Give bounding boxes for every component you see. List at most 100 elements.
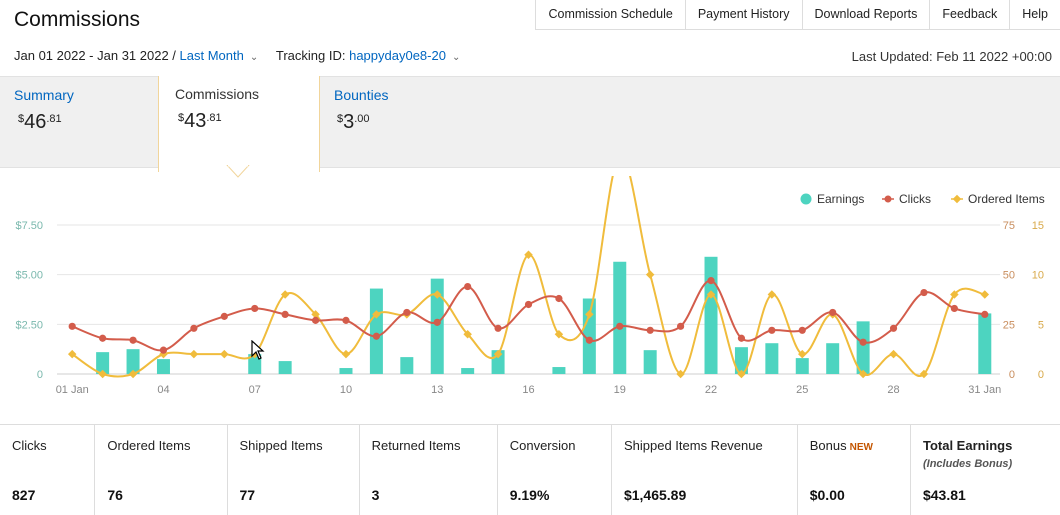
ordered-items-point [128, 369, 138, 379]
x-tick-label: 25 [796, 384, 808, 396]
x-tick-label: 19 [614, 384, 626, 396]
stat-value: $1,465.89 [623, 487, 687, 503]
feedback-link[interactable]: Feedback [930, 0, 1011, 29]
y-right-ordered-tick-label: 0 [1038, 369, 1044, 381]
clicks-point [707, 277, 715, 285]
clicks-point [372, 332, 381, 340]
stat-label: Clicks [12, 438, 47, 453]
date-preset-dropdown[interactable]: Last Month [179, 48, 244, 63]
clicks-point [129, 336, 137, 344]
tracking-id-dropdown[interactable]: happyday0e8-20 [349, 48, 446, 63]
y-right-clicks-tick-label: 0 [1009, 369, 1015, 381]
chevron-down-icon[interactable]: ⌄ [451, 52, 461, 63]
legend-marker [884, 195, 892, 203]
ordered-items-point [432, 290, 442, 299]
clicks-point [311, 316, 320, 324]
ordered-items-point [798, 349, 807, 359]
y-left-tick-label: $2.50 [15, 319, 43, 331]
tab-commissions-value: $43.81 [178, 110, 222, 132]
earnings-bar [126, 349, 140, 374]
ordered-items-point [493, 349, 503, 359]
clicks-point [981, 310, 989, 318]
y-right-ordered-tick-label: 5 [1038, 319, 1044, 331]
stat-bonus: Bonus NEW $0.00 [798, 425, 911, 515]
ordered-items-point [919, 369, 929, 379]
stat-total-earnings: Total Earnings (Includes Bonus) $43.81 [911, 425, 1060, 515]
ordered-items-point [889, 349, 898, 359]
ordered-items-point [585, 310, 594, 319]
tab-summary-label: Summary [14, 87, 74, 103]
legend-item: Ordered Items [951, 192, 1045, 206]
stat-value: $43.81 [922, 487, 966, 503]
tab-commissions-label: Commissions [175, 86, 260, 102]
ordered-items-point [676, 369, 685, 379]
y-right-clicks-tick-label: 25 [1003, 319, 1015, 331]
summary-tabs: Summary $46.81 Commissions $43.81 Bounti… [0, 76, 1060, 172]
clicks-point [585, 336, 593, 344]
y-left-tick-label: $5.00 [15, 270, 43, 282]
earnings-bar [552, 367, 566, 374]
stat-shipped-revenue: Shipped Items Revenue $1,465.89 [612, 425, 798, 515]
clicks-point [737, 334, 746, 342]
earnings-bar [643, 350, 657, 374]
ordered-items-point [463, 330, 472, 339]
earnings-bar [278, 361, 292, 374]
y-right-ordered-tick-label: 10 [1032, 270, 1044, 282]
tab-commissions[interactable]: Commissions $43.81 [158, 76, 320, 172]
page-title: Commissions [14, 8, 141, 31]
legend-item: Earnings [800, 192, 864, 206]
earnings-bar [96, 352, 110, 374]
stat-sublabel: (Includes Bonus) [922, 458, 1013, 470]
earnings-bar [978, 313, 992, 374]
x-tick-label: 22 [705, 384, 717, 396]
clicks-point [798, 326, 806, 334]
clicks-point [281, 310, 289, 318]
tracking-id-label: Tracking ID: [275, 48, 346, 63]
payment-history-link[interactable]: Payment History [686, 0, 803, 29]
last-updated-text: Last Updated: Feb 11 2022 +00:00 [851, 49, 1052, 64]
tab-bounties[interactable]: Bounties $3.00 [320, 77, 480, 167]
earnings-bar [430, 278, 444, 374]
x-tick-label: 28 [887, 384, 899, 396]
x-tick-label: 13 [431, 384, 443, 396]
stat-label: Bonus NEW [809, 438, 873, 453]
ordered-items-point [858, 369, 868, 379]
commission-schedule-link[interactable]: Commission Schedule [536, 0, 686, 29]
earnings-bar [765, 343, 779, 374]
ordered-items-point [980, 290, 990, 299]
clicks-point [190, 324, 198, 332]
earnings-bar [856, 321, 870, 374]
clicks-point [403, 308, 411, 317]
date-range-text: Jan 01 2022 - Jan 31 2022 / [14, 48, 176, 63]
tab-bounties-value: $3.00 [337, 111, 370, 133]
clicks-point [68, 322, 76, 330]
clicks-point [251, 304, 259, 313]
earnings-bar [156, 359, 170, 374]
clicks-point [616, 322, 624, 330]
earnings-bar [369, 288, 383, 374]
clicks-point [768, 326, 776, 334]
clicks-point [433, 318, 441, 326]
ordered-items-point [311, 310, 320, 319]
x-tick-label: 10 [340, 384, 352, 396]
stat-value: 76 [107, 487, 123, 503]
help-link[interactable]: Help [1022, 7, 1048, 21]
y-left-tick-label: $7.50 [15, 220, 43, 232]
legend-label: Ordered Items [968, 192, 1045, 206]
stat-clicks: Clicks 827 [0, 425, 96, 515]
top-navigation: Commission Schedule Payment History Down… [535, 0, 1060, 30]
earnings-bar [734, 347, 748, 374]
clicks-point [524, 300, 533, 309]
stat-value: 9.19% [509, 487, 550, 503]
tab-summary[interactable]: Summary $46.81 [0, 77, 158, 167]
ordered-items-point [737, 369, 746, 379]
legend-item: Clicks [882, 192, 931, 206]
download-reports-link[interactable]: Download Reports [803, 0, 931, 29]
chevron-down-icon[interactable]: ⌄ [249, 52, 259, 63]
ordered-items-line [71, 176, 986, 378]
x-tick-label: 07 [249, 384, 261, 396]
y-right-clicks-tick-label: 75 [1003, 220, 1015, 232]
y-left-tick-label: 0 [37, 369, 43, 381]
y-right-ordered-tick-label: 15 [1032, 220, 1044, 232]
clicks-point [464, 282, 472, 291]
